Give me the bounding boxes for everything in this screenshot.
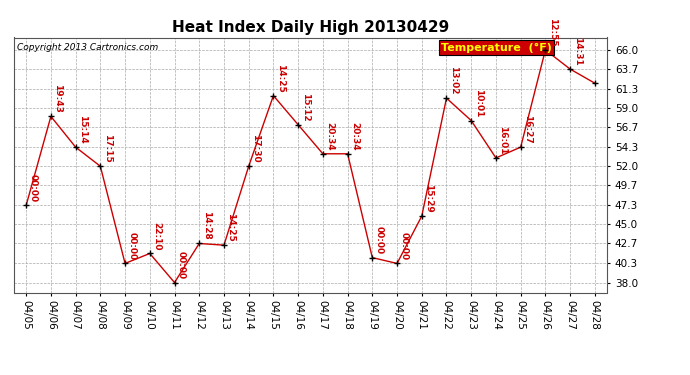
Text: 15:14: 15:14 bbox=[78, 115, 87, 144]
Text: 00:00: 00:00 bbox=[29, 174, 38, 202]
Text: 22:10: 22:10 bbox=[152, 222, 161, 250]
Text: 13:02: 13:02 bbox=[449, 66, 458, 95]
Text: Copyright 2013 Cartronics.com: Copyright 2013 Cartronics.com bbox=[17, 43, 158, 52]
Text: 16:27: 16:27 bbox=[523, 115, 532, 144]
Text: 19:43: 19:43 bbox=[53, 84, 62, 113]
Title: Heat Index Daily High 20130429: Heat Index Daily High 20130429 bbox=[172, 20, 449, 35]
Text: 14:25: 14:25 bbox=[226, 213, 235, 242]
Text: 14:31: 14:31 bbox=[573, 37, 582, 66]
Text: 20:34: 20:34 bbox=[350, 122, 359, 150]
Text: 10:01: 10:01 bbox=[474, 89, 483, 117]
Text: 12:55: 12:55 bbox=[548, 18, 557, 46]
Text: Temperature  (°F): Temperature (°F) bbox=[441, 43, 552, 52]
Text: 17:30: 17:30 bbox=[251, 134, 260, 163]
Text: 14:28: 14:28 bbox=[201, 211, 210, 240]
Text: 17:15: 17:15 bbox=[103, 134, 112, 163]
Text: 00:00: 00:00 bbox=[128, 232, 137, 260]
Text: 20:34: 20:34 bbox=[326, 122, 335, 150]
Text: 15:12: 15:12 bbox=[301, 93, 310, 122]
Text: 00:00: 00:00 bbox=[177, 251, 186, 279]
Text: 14:25: 14:25 bbox=[276, 64, 285, 92]
Text: 16:01: 16:01 bbox=[498, 126, 507, 154]
Text: 15:29: 15:29 bbox=[424, 184, 433, 213]
Text: 00:00: 00:00 bbox=[375, 226, 384, 254]
Text: 00:00: 00:00 bbox=[400, 232, 408, 260]
